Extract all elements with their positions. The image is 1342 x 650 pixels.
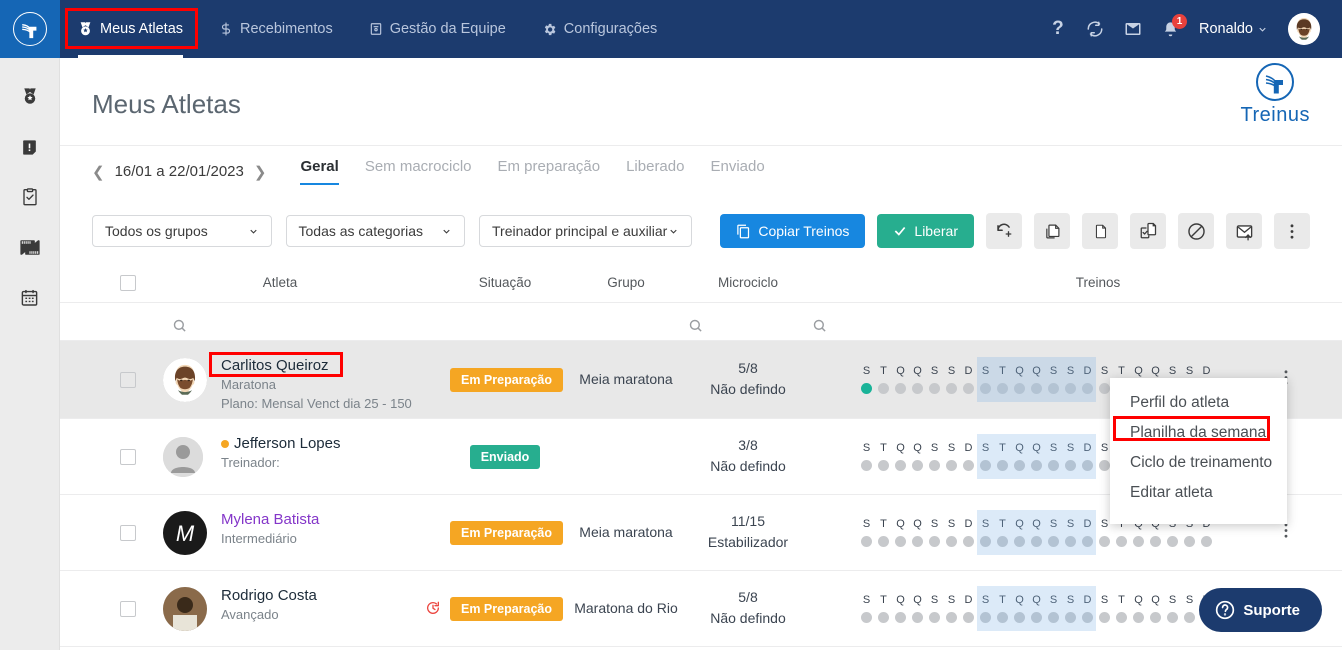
svg-text:M: M bbox=[176, 521, 195, 546]
